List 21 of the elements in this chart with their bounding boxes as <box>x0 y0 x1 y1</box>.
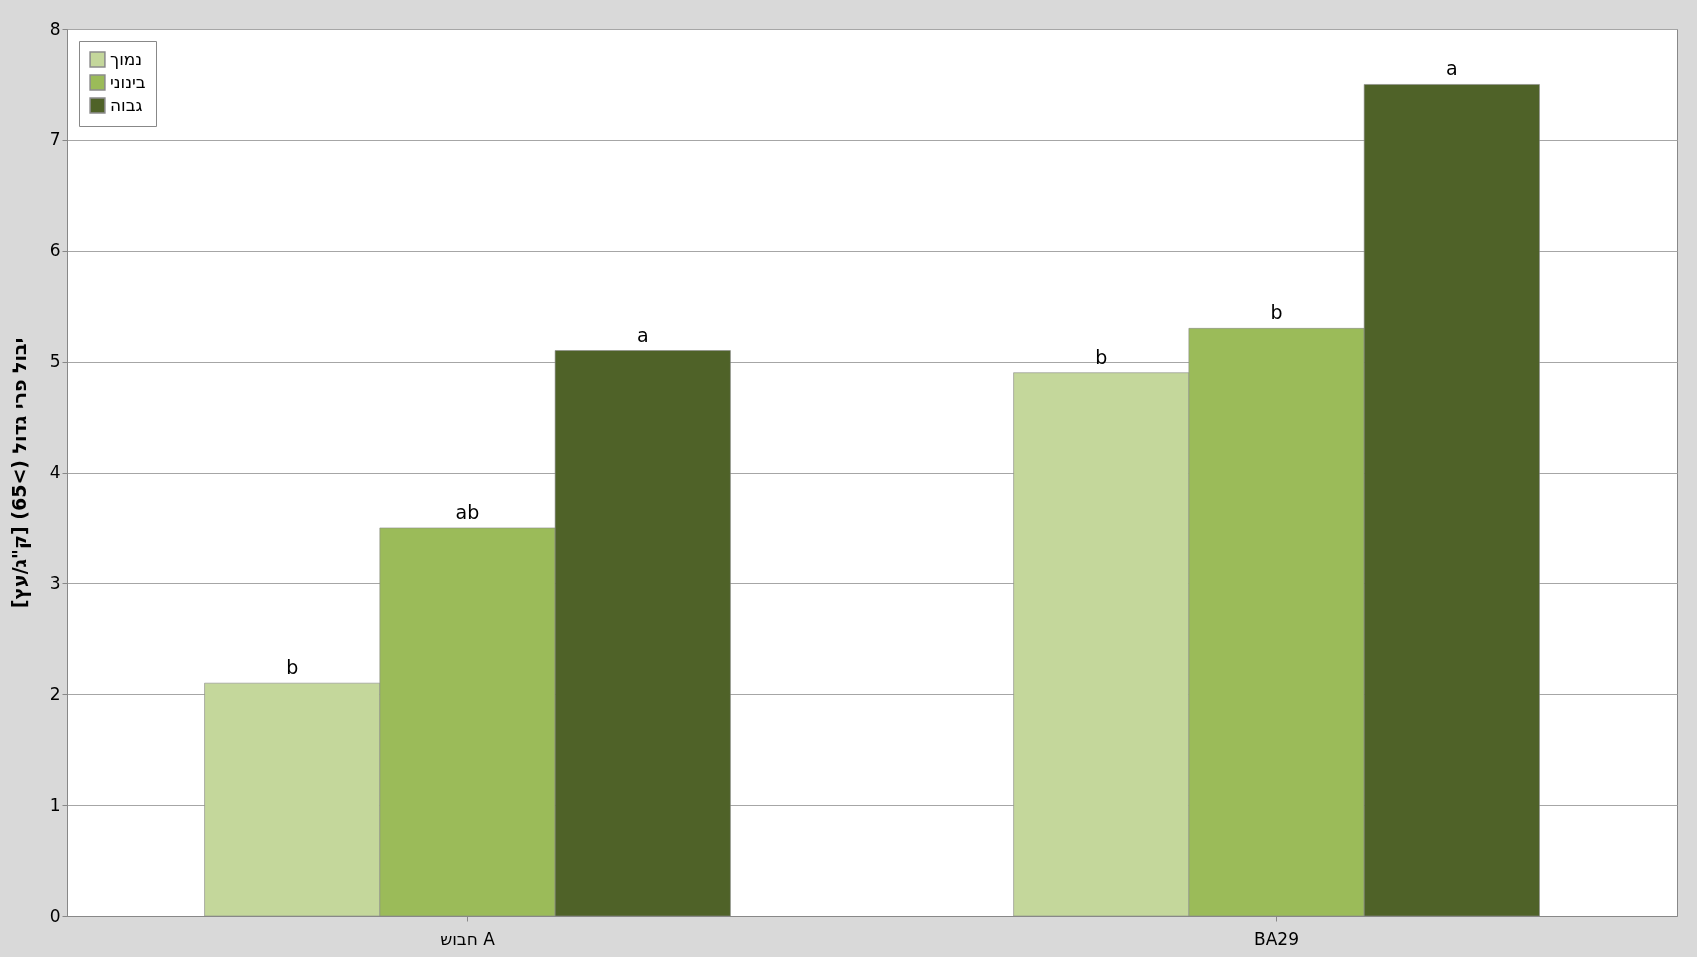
legend-label: נמוך <box>110 48 143 69</box>
legend-label: בינוני <box>110 71 146 92</box>
y-tick-label: 2 <box>49 683 61 704</box>
y-tick-label: 4 <box>49 462 61 482</box>
y-tick-label: 7 <box>49 129 61 150</box>
y-axis-title: יבול פרי גדול (>65) [ק"ג/עץ] <box>7 337 31 609</box>
y-tick-label: 0 <box>49 905 61 926</box>
y-tick-label: 1 <box>49 794 61 815</box>
y-tick-label: 6 <box>49 240 61 261</box>
y-tick-label: 3 <box>49 572 61 593</box>
annotation: b <box>1270 301 1283 324</box>
x-tick-label: חבוש A <box>440 928 496 949</box>
y-tick-label: 8 <box>49 18 61 39</box>
x-tick-label: BA29 <box>1254 928 1299 949</box>
legend-label: גבוה <box>110 94 143 115</box>
annotation: a <box>1445 57 1458 80</box>
annotation: a <box>636 323 649 346</box>
annotation: ab <box>455 500 480 523</box>
annotation: b <box>1095 345 1108 368</box>
y-tick-label: 5 <box>49 351 61 372</box>
annotation: b <box>286 656 299 679</box>
